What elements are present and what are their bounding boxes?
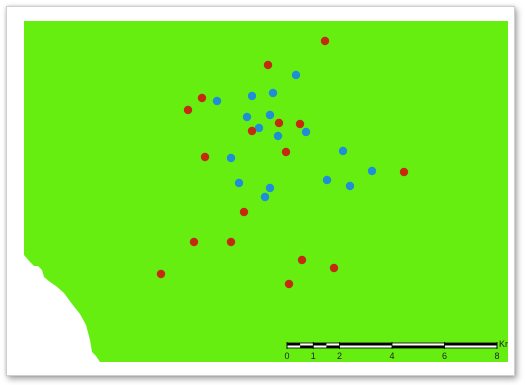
scale-bar-tick-label: 8 [494, 351, 499, 361]
points-layer [156, 36, 409, 289]
map-point-blue[interactable] [242, 112, 252, 122]
map-point-red[interactable] [183, 105, 193, 115]
scale-bar-tick-label: 1 [311, 351, 316, 361]
scale-bar-segment [326, 345, 340, 348]
scale-bar-tick-label: 6 [442, 351, 447, 361]
scale-bar-segment [444, 343, 497, 346]
map-point-red[interactable] [399, 167, 409, 177]
land-area [24, 21, 508, 362]
map-point-blue[interactable] [226, 153, 236, 163]
scale-bar-segment [300, 345, 314, 348]
map-point-red[interactable] [329, 263, 339, 273]
scale-bar-segment [339, 343, 392, 346]
scale-bar-unit-label: Kr [499, 339, 508, 349]
map-point-red[interactable] [295, 119, 305, 129]
map-point-blue[interactable] [345, 181, 355, 191]
scale-bar-segment [287, 343, 301, 346]
map-point-blue[interactable] [260, 192, 270, 202]
map-point-blue[interactable] [268, 88, 278, 98]
map-point-blue[interactable] [273, 131, 283, 141]
map-point-red[interactable] [189, 237, 199, 247]
map-point-blue[interactable] [265, 183, 275, 193]
scale-bar: 0 1 2 4 6 8Kr [284, 339, 508, 361]
map-point-red[interactable] [274, 118, 284, 128]
map-point-red[interactable] [320, 36, 330, 46]
map-point-blue[interactable] [291, 70, 301, 80]
map-point-red[interactable] [247, 126, 257, 136]
map-point-red[interactable] [284, 279, 294, 289]
map-point-blue[interactable] [338, 146, 348, 156]
map-point-red[interactable] [200, 152, 210, 162]
scale-bar-tick-label: 2 [337, 351, 342, 361]
map-point-red[interactable] [297, 255, 307, 265]
map-point-blue[interactable] [254, 123, 264, 133]
map-point-blue[interactable] [212, 96, 222, 106]
scale-bar-segment [313, 343, 327, 346]
map-point-red[interactable] [263, 60, 273, 70]
map-point-blue[interactable] [301, 127, 311, 137]
map-point-blue[interactable] [322, 175, 332, 185]
scale-bar-tick-label: 4 [389, 351, 394, 361]
map-point-red[interactable] [197, 93, 207, 103]
map-point-blue[interactable] [367, 166, 377, 176]
coastline-water-area [24, 255, 100, 362]
map-point-red[interactable] [239, 207, 249, 217]
map-point-blue[interactable] [265, 110, 275, 120]
map-point-blue[interactable] [247, 91, 257, 101]
map-point-blue[interactable] [234, 178, 244, 188]
scale-bar-segment [392, 345, 445, 348]
map-point-red[interactable] [281, 147, 291, 157]
map-point-red[interactable] [156, 269, 166, 279]
map-point-red[interactable] [226, 237, 236, 247]
scale-bar-tick-label: 0 [284, 351, 289, 361]
